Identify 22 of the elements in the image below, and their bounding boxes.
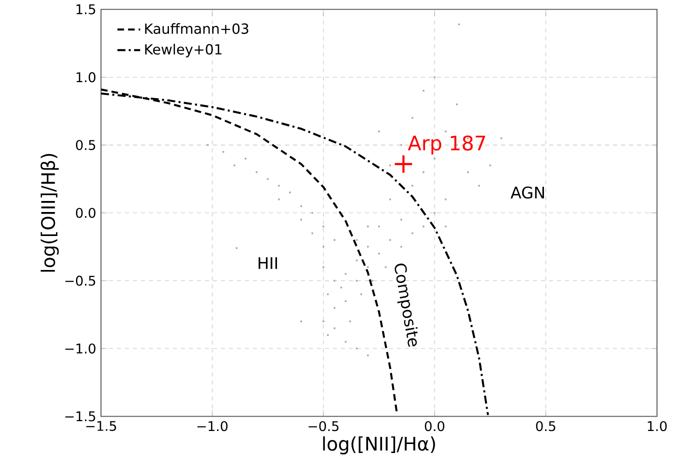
annotation: Arp 187	[408, 135, 486, 154]
annotation: AGN	[510, 186, 544, 198]
x-tick-label: −0.5	[308, 420, 338, 431]
x-tick-label: 0.0	[424, 420, 444, 431]
legend-label: Kauffmann+03	[145, 22, 248, 34]
legend-label: Kewley+01	[145, 44, 222, 58]
y-tick-label: 1.0	[76, 72, 96, 82]
x-tick-label: −1.5	[86, 420, 116, 431]
y-tick-label: 0.5	[76, 140, 96, 150]
line-series	[101, 92, 489, 416]
x-tick-label: −1.0	[197, 420, 228, 431]
annotation: Composite	[394, 263, 418, 347]
y-tick-label: −1.0	[65, 343, 96, 354]
x-tick-label: 0.5	[536, 420, 556, 431]
x-axis-title: log([NII]/Hα)	[323, 436, 435, 454]
y-tick-label: 1.5	[76, 4, 96, 14]
y-tick-label: −0.5	[65, 275, 96, 286]
x-tick-label: 1.0	[648, 420, 667, 431]
y-axis-title: log([OIII]/Hβ)	[40, 154, 59, 272]
y-tick-label: 0.0	[76, 208, 96, 218]
annotation: HII	[258, 257, 277, 269]
y-tick-label: −1.5	[65, 411, 96, 422]
